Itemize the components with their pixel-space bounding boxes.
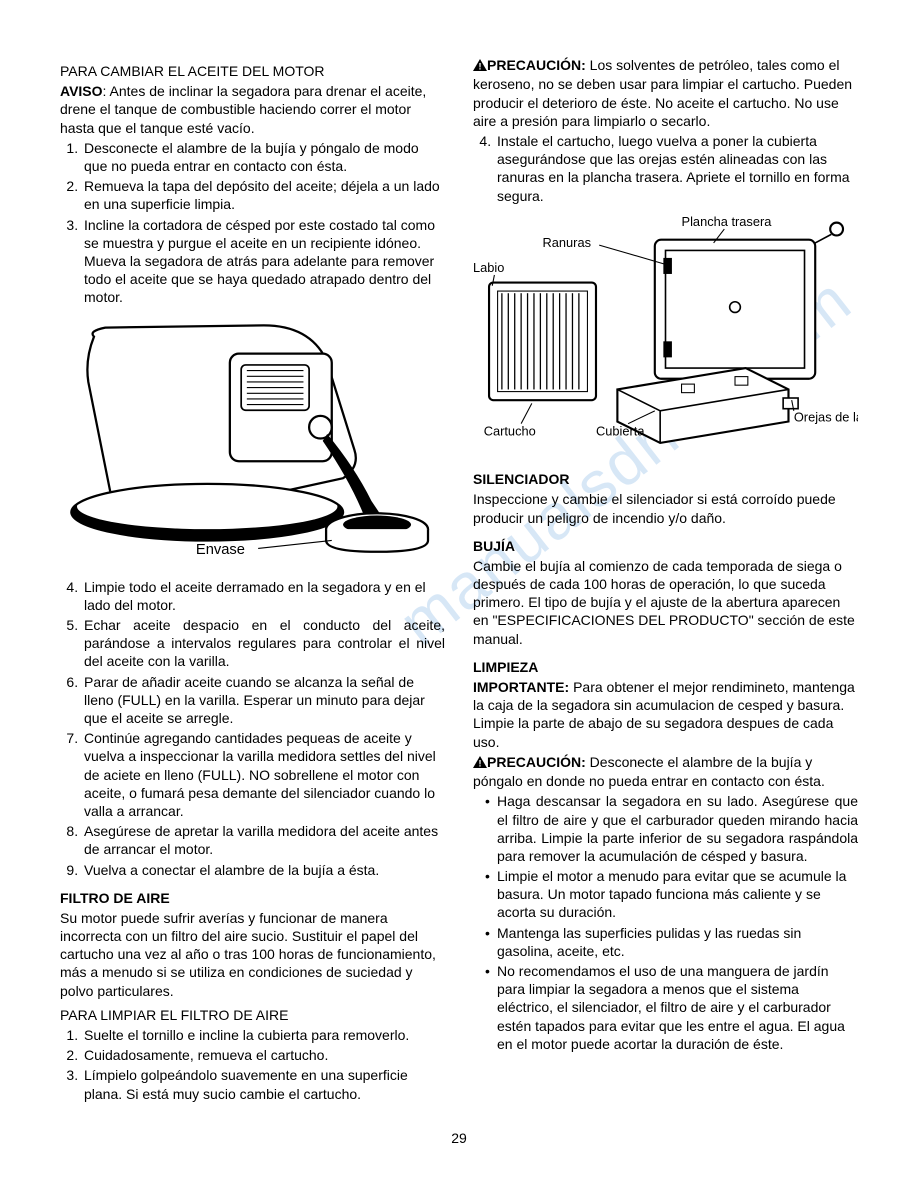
install-list: Instale el cartucho, luego vuelva a pone… (473, 132, 858, 205)
aviso-label: AVISO (60, 83, 103, 99)
svg-text:Labio: Labio (473, 260, 504, 275)
limpieza-title: LIMPIEZA (473, 658, 858, 676)
precaucion-1-label: PRECAUCIÓN: (487, 57, 586, 73)
list-item: Límpielo golpeándolo suavemente en una s… (82, 1066, 445, 1102)
svg-text:Cubierta: Cubierta (596, 423, 645, 438)
aviso-text: : Antes de inclinar la segadora para dre… (60, 83, 426, 135)
svg-text:Plancha trasera: Plancha trasera (682, 214, 773, 229)
bujia-title: BUJÍA (473, 537, 858, 555)
precaucion-2-label: PRECAUCIÓN: (487, 754, 586, 770)
oil-drain-diagram: Envase (60, 314, 445, 563)
list-item: Limpie todo el aceite derramado en la se… (82, 578, 445, 614)
limpiar-list: Suelte el tornillo e incline la cubierta… (60, 1026, 445, 1103)
precaucion-2: !PRECAUCIÓN: Desconecte el alambre de la… (473, 753, 858, 791)
bujia-text: Cambie el bujía al comienzo de cada temp… (473, 557, 858, 648)
svg-text:Orejas de la cubierta: Orejas de la cubierta (794, 409, 858, 424)
list-item: Mantenga las superficies pulidas y las r… (485, 924, 858, 960)
list-item: No recomendamos el uso de una manguera d… (485, 962, 858, 1053)
page-number: 29 (60, 1129, 858, 1147)
left-column: PARA CAMBIAR EL ACEITE DEL MOTOR AVISO: … (60, 56, 445, 1105)
limpiar-title: PARA LIMPIAR EL FILTRO DE AIRE (60, 1006, 445, 1024)
warning-icon: ! (473, 57, 487, 75)
precaucion-1: !PRECAUCIÓN: Los solventes de petróleo, … (473, 56, 858, 130)
importante-label: IMPORTANTE: (473, 679, 569, 695)
right-column: !PRECAUCIÓN: Los solventes de petróleo, … (473, 56, 858, 1105)
list-item: Remueva la tapa del depósito del aceite;… (82, 177, 445, 213)
svg-text:!: ! (479, 62, 482, 72)
filtro-text: Su motor puede sufrir averías y funciona… (60, 909, 445, 1000)
list-item: Cuidadosamente, remueva el cartucho. (82, 1046, 445, 1064)
list-item: Echar aceite despacio en el conducto del… (82, 616, 445, 671)
oil-steps-list-1: Desconecte el alambre de la bujía y póng… (60, 139, 445, 307)
list-item: Instale el cartucho, luego vuelva a pone… (495, 132, 858, 205)
list-item: Limpie el motor a menudo para evitar que… (485, 867, 858, 922)
list-item: Desconecte el alambre de la bujía y póng… (82, 139, 445, 175)
air-filter-diagram: Plancha trasera Ranuras Labio Cartucho C… (473, 213, 858, 448)
cleaning-bullets: Haga descansar la segadora en su lado. A… (473, 792, 858, 1053)
list-item: Asegúrese de apretar la varilla medidora… (82, 822, 445, 858)
svg-text:!: ! (479, 758, 482, 768)
importante-paragraph: IMPORTANTE: Para obtener el mejor rendim… (473, 678, 858, 751)
oil-steps-list-2: Limpie todo el aceite derramado en la se… (60, 578, 445, 879)
list-item: Suelte el tornillo e incline la cubierta… (82, 1026, 445, 1044)
silenciador-title: SILENCIADOR (473, 470, 858, 488)
aviso-paragraph: AVISO: Antes de inclinar la segadora par… (60, 82, 445, 137)
svg-text:Ranuras: Ranuras (543, 235, 592, 250)
oil-change-title: PARA CAMBIAR EL ACEITE DEL MOTOR (60, 62, 445, 80)
silenciador-text: Inspeccione y cambie el silenciador si e… (473, 490, 858, 526)
filtro-title: FILTRO DE AIRE (60, 889, 445, 907)
svg-text:Cartucho: Cartucho (484, 423, 536, 438)
list-item: Vuelva a conectar el alambre de la bujía… (82, 861, 445, 879)
list-item: Incline la cortadora de césped por este … (82, 216, 445, 307)
list-item: Haga descansar la segadora en su lado. A… (485, 792, 858, 865)
envase-label: Envase (196, 542, 245, 558)
list-item: Parar de añadir aceite cuando se alcanza… (82, 673, 445, 728)
list-item: Continúe agregando cantidades pequeas de… (82, 729, 445, 820)
warning-icon: ! (473, 754, 487, 772)
